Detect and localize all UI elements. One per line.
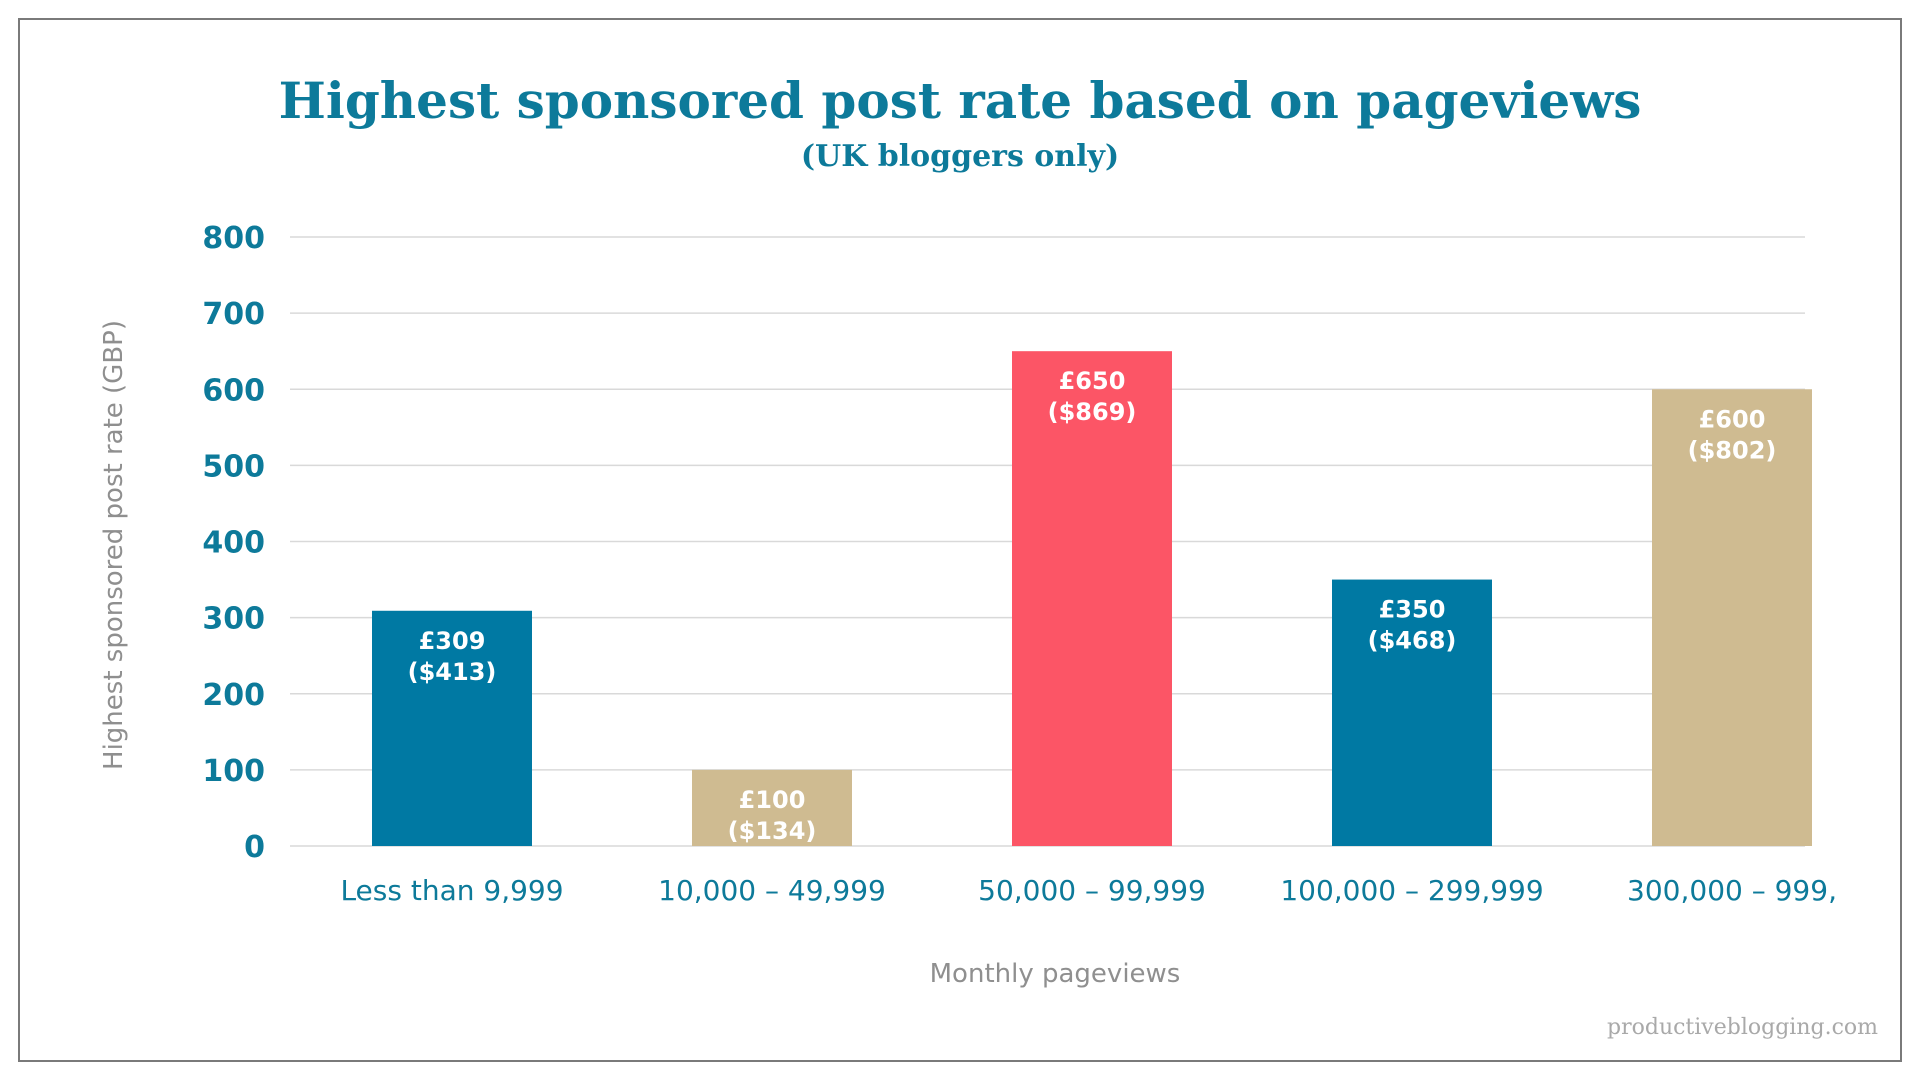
bar-data-label: ($468) xyxy=(1368,627,1457,655)
x-tick-label: 300,000 – 999, xyxy=(1627,874,1837,907)
y-axis-ticks: 0 100 200 300 400 500 600 700 800 xyxy=(202,221,265,865)
bar-5 xyxy=(1652,389,1812,846)
bar-data-label: ($802) xyxy=(1688,436,1777,464)
bar-data-label: £309 xyxy=(419,627,486,655)
data-labels: £309 ($413) £100 ($134) £650 ($869) £350 ($468)… xyxy=(408,367,1777,845)
y-tick-label: 300 xyxy=(202,602,265,637)
bar-3 xyxy=(1012,351,1172,846)
chart-subtitle: (UK bloggers only) xyxy=(801,139,1119,174)
y-axis-label: Highest sponsored post rate (GBP) xyxy=(99,320,129,770)
x-tick-label: 100,000 – 299,999 xyxy=(1280,874,1543,907)
y-tick-label: 400 xyxy=(202,526,265,561)
watermark: productiveblogging.com xyxy=(1607,1015,1878,1040)
x-tick-label: Less than 9,999 xyxy=(340,874,563,907)
bars xyxy=(372,351,1812,846)
y-tick-label: 800 xyxy=(202,221,265,256)
bar-chart: Highest sponsored post rate based on pag… xyxy=(99,71,1878,1040)
bar-data-label: £600 xyxy=(1699,405,1766,433)
bar-data-label: ($134) xyxy=(728,817,817,845)
x-axis-ticks: Less than 9,999 10,000 – 49,999 50,000 – 9… xyxy=(340,874,1837,907)
bar-4 xyxy=(1332,579,1492,846)
bar-data-label: £650 xyxy=(1059,367,1126,395)
y-tick-label: 100 xyxy=(202,754,265,789)
y-tick-label: 500 xyxy=(202,449,265,484)
y-tick-label: 700 xyxy=(202,297,265,332)
x-tick-label: 50,000 – 99,999 xyxy=(978,874,1206,907)
chart-title: Highest sponsored post rate based on pag… xyxy=(279,71,1642,130)
bar-data-label: ($413) xyxy=(408,658,497,686)
x-tick-label: 10,000 – 49,999 xyxy=(658,874,886,907)
bar-2 xyxy=(692,769,852,846)
chart-frame: Highest sponsored post rate based on pag… xyxy=(18,18,1902,1062)
bar-data-label: £350 xyxy=(1379,596,1446,624)
bar-data-label: £100 xyxy=(739,786,806,814)
bar-data-label: ($869) xyxy=(1048,398,1137,426)
y-tick-label: 600 xyxy=(202,373,265,408)
y-tick-label: 200 xyxy=(202,678,265,713)
bar-1 xyxy=(372,610,532,846)
x-axis-label: Monthly pageviews xyxy=(930,959,1181,989)
y-tick-label: 0 xyxy=(244,830,265,865)
